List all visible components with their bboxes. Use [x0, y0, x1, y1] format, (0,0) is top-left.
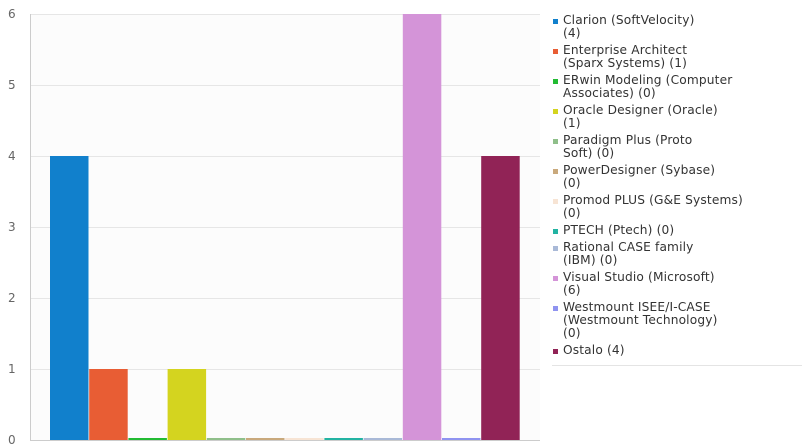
legend-item[interactable]: Paradigm Plus (Proto Soft) (0)	[552, 134, 802, 160]
legend-label: ERwin Modeling (Computer Associates) (0)	[563, 73, 733, 100]
y-tick-label: 3	[8, 220, 16, 234]
y-axis-ticks: 0 1 2 3 4 5 6	[8, 7, 16, 446]
bar-0[interactable]	[50, 156, 89, 440]
bar-9[interactable]	[402, 14, 442, 440]
bar-1[interactable]	[89, 369, 128, 440]
bar-6[interactable]	[285, 438, 324, 440]
legend-swatch	[553, 306, 558, 311]
legend-swatch	[553, 199, 558, 204]
legend-label: Promod PLUS (G&E Systems) (0)	[563, 193, 743, 220]
bar-5[interactable]	[246, 438, 285, 440]
bar-8[interactable]	[363, 438, 403, 440]
legend-swatch	[553, 229, 558, 234]
legend-item[interactable]: Enterprise Architect (Sparx Systems) (1)	[552, 44, 802, 70]
legend-label: Visual Studio (Microsoft) (6)	[563, 270, 715, 297]
bar-3[interactable]	[167, 369, 207, 440]
legend-label: PTECH (Ptech) (0)	[563, 223, 675, 237]
legend-swatch	[553, 109, 558, 114]
y-tick-label: 4	[8, 149, 16, 163]
legend-swatch	[553, 276, 558, 281]
legend-label: Rational CASE family (IBM) (0)	[563, 240, 694, 267]
bar-chart: 0 1 2 3 4 5 6	[8, 7, 540, 446]
legend-label: Clarion (SoftVelocity) (4)	[563, 13, 695, 40]
legend-swatch	[553, 19, 558, 24]
y-tick-label: 2	[8, 291, 16, 305]
y-tick-label: 1	[8, 362, 16, 376]
bar-2[interactable]	[128, 438, 167, 440]
legend-label: Ostalo (4)	[563, 343, 625, 357]
legend-label: PowerDesigner (Sybase) (0)	[563, 163, 716, 190]
y-tick-label: 5	[8, 78, 16, 92]
bar-4[interactable]	[206, 438, 246, 440]
bar-11[interactable]	[481, 156, 520, 440]
y-tick-label: 0	[8, 433, 16, 446]
legend-item[interactable]: Westmount ISEE/I-CASE (Westmount Technol…	[552, 301, 802, 340]
legend-label: Westmount ISEE/I-CASE (Westmount Technol…	[563, 300, 718, 340]
y-tick-label: 6	[8, 7, 16, 21]
legend-item[interactable]: Promod PLUS (G&E Systems) (0)	[552, 194, 802, 220]
legend-item[interactable]: Clarion (SoftVelocity) (4)	[552, 14, 802, 40]
legend-item[interactable]: PowerDesigner (Sybase) (0)	[552, 164, 802, 190]
legend-item[interactable]: Ostalo (4)	[552, 344, 802, 357]
legend-label: Oracle Designer (Oracle) (1)	[563, 103, 718, 130]
legend-item[interactable]: ERwin Modeling (Computer Associates) (0)	[552, 74, 802, 100]
legend-item[interactable]: Oracle Designer (Oracle) (1)	[552, 104, 802, 130]
legend-swatch	[553, 246, 558, 251]
bars	[50, 14, 520, 440]
legend-swatch	[553, 139, 558, 144]
legend-item[interactable]: Rational CASE family (IBM) (0)	[552, 241, 802, 267]
bar-10[interactable]	[442, 438, 481, 440]
legend-label: Enterprise Architect (Sparx Systems) (1)	[563, 43, 688, 70]
legend-swatch	[553, 79, 558, 84]
legend-label: Paradigm Plus (Proto Soft) (0)	[563, 133, 693, 160]
legend-swatch	[553, 49, 558, 54]
legend-item[interactable]: Visual Studio (Microsoft) (6)	[552, 271, 802, 297]
bar-7[interactable]	[324, 438, 363, 440]
chart-legend: Clarion (SoftVelocity) (4) Enterprise Arc…	[552, 14, 802, 366]
legend-item[interactable]: PTECH (Ptech) (0)	[552, 224, 802, 237]
legend-swatch	[553, 349, 558, 354]
legend-swatch	[553, 169, 558, 174]
